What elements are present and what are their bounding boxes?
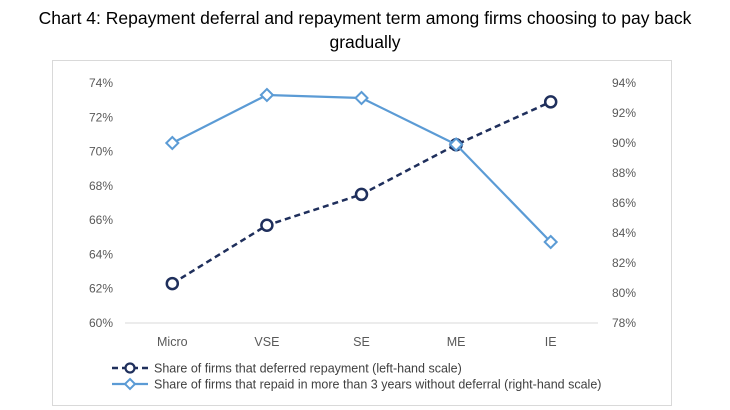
series-2-point bbox=[164, 135, 180, 151]
x-axis-category-label: ME bbox=[447, 335, 466, 349]
legend-marker-1 bbox=[124, 362, 136, 374]
right-axis-tick-label: 88% bbox=[612, 166, 636, 180]
right-axis-tick-label: 78% bbox=[612, 316, 636, 330]
series-1-point bbox=[354, 187, 369, 202]
series-1-point bbox=[543, 95, 558, 109]
left-axis-tick-label: 62% bbox=[89, 282, 113, 296]
chart-title: Chart 4: Repayment deferral and repaymen… bbox=[0, 6, 730, 54]
right-axis-tick-label: 82% bbox=[612, 256, 636, 270]
series-1-point bbox=[260, 218, 274, 233]
x-axis-category-label: VSE bbox=[254, 335, 279, 349]
left-axis-tick-label: 66% bbox=[89, 213, 113, 227]
right-axis-tick-label: 92% bbox=[612, 106, 636, 120]
left-axis-tick-label: 72% bbox=[89, 110, 113, 124]
left-axis-tick-label: 68% bbox=[89, 179, 113, 193]
series-2-point bbox=[354, 90, 369, 106]
right-axis-tick-label: 80% bbox=[612, 286, 636, 300]
chart-frame bbox=[52, 60, 672, 406]
series-2-point bbox=[543, 234, 559, 250]
series-2-point bbox=[259, 87, 275, 103]
right-axis-tick-label: 86% bbox=[612, 196, 636, 210]
x-axis-category-label: Micro bbox=[157, 335, 188, 349]
right-axis-tick-label: 94% bbox=[612, 76, 636, 90]
chart-title-line-1: Chart 4: Repayment deferral and repaymen… bbox=[38, 8, 692, 28]
series-2-line bbox=[171, 93, 552, 243]
x-axis-category-label: SE bbox=[353, 335, 370, 349]
left-axis-tick-label: 60% bbox=[89, 316, 113, 330]
legend-label-1: Share of firms that deferred repayment (… bbox=[154, 362, 462, 376]
right-axis-tick-label: 90% bbox=[612, 136, 636, 150]
left-axis-tick-label: 64% bbox=[89, 247, 113, 261]
right-axis-tick-label: 84% bbox=[612, 226, 636, 240]
left-axis-tick-label: 70% bbox=[89, 145, 113, 159]
series-2-point bbox=[448, 137, 464, 152]
x-axis-category-label: IE bbox=[545, 335, 557, 349]
left-axis-tick-label: 74% bbox=[89, 76, 113, 90]
chart-title-line-2: gradually bbox=[329, 32, 401, 52]
series-1-point bbox=[165, 276, 180, 291]
legend-label-2: Share of firms that repaid in more than … bbox=[154, 378, 601, 392]
legend-marker-2 bbox=[123, 377, 137, 391]
